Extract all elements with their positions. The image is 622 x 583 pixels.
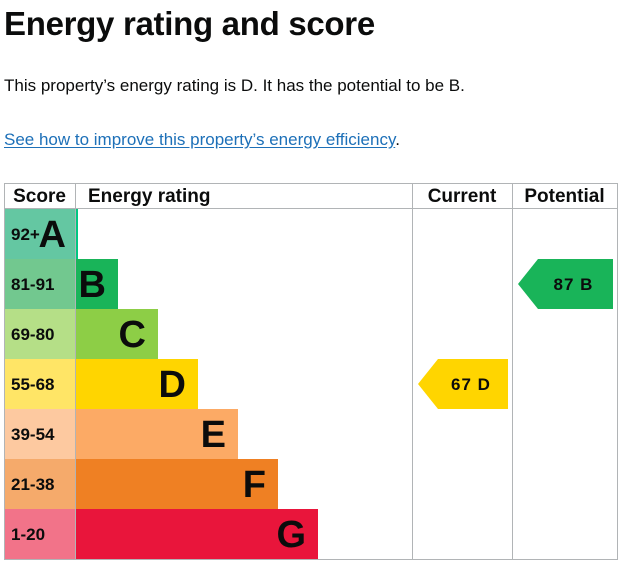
score-cell-g (4, 509, 75, 559)
rating-bar-f (75, 459, 278, 509)
score-cell-f (4, 459, 75, 509)
current-rating-label: 67 D (451, 375, 491, 394)
score-cell-c (4, 309, 75, 359)
header-potential: Potential (524, 186, 604, 207)
rating-bar-a (75, 209, 78, 259)
rating-letter-f: F (243, 464, 266, 506)
rating-summary: This property’s energy rating is D. It h… (4, 76, 465, 95)
rating-bar-d (75, 359, 198, 409)
score-cell-e (4, 409, 75, 459)
improve-efficiency-link[interactable]: See how to improve this property’s energ… (4, 130, 396, 149)
rating-letter-a: A (39, 214, 66, 256)
score-label-d: 55-68 (11, 375, 54, 394)
rating-letter-d: D (159, 364, 186, 406)
improve-line: See how to improve this property’s energ… (4, 128, 400, 152)
score-label-c: 69-80 (11, 325, 54, 344)
rating-bar-g (75, 509, 318, 559)
page-title: Energy rating and score (4, 5, 375, 42)
score-label-e: 39-54 (11, 425, 55, 444)
rating-letter-b: B (79, 264, 106, 306)
score-cell-d (4, 359, 75, 409)
rating-bar-c (75, 309, 158, 359)
score-label-f: 21-38 (11, 475, 54, 494)
header-current: Current (428, 186, 497, 207)
header-energy-rating: Energy rating (88, 186, 210, 207)
improve-suffix: . (395, 130, 400, 149)
header-score: Score (13, 186, 66, 207)
potential-rating-label: 87 B (554, 275, 594, 294)
score-label-b: 81-91 (11, 275, 54, 294)
rating-letter-e: E (201, 414, 226, 456)
rating-bar-e (75, 409, 238, 459)
score-cell-a (4, 209, 75, 259)
current-rating-arrow (418, 359, 508, 409)
score-label-a: 92+ (11, 225, 40, 244)
rating-letter-g: G (276, 514, 306, 556)
score-label-g: 1-20 (11, 525, 45, 544)
rating-letter-c: C (119, 314, 146, 356)
energy-rating-chart: Score Energy rating Current Potential 92+A 81… (4, 183, 618, 560)
score-cell-b (4, 259, 75, 309)
potential-rating-arrow (518, 259, 613, 309)
rating-bar-b (75, 259, 118, 309)
